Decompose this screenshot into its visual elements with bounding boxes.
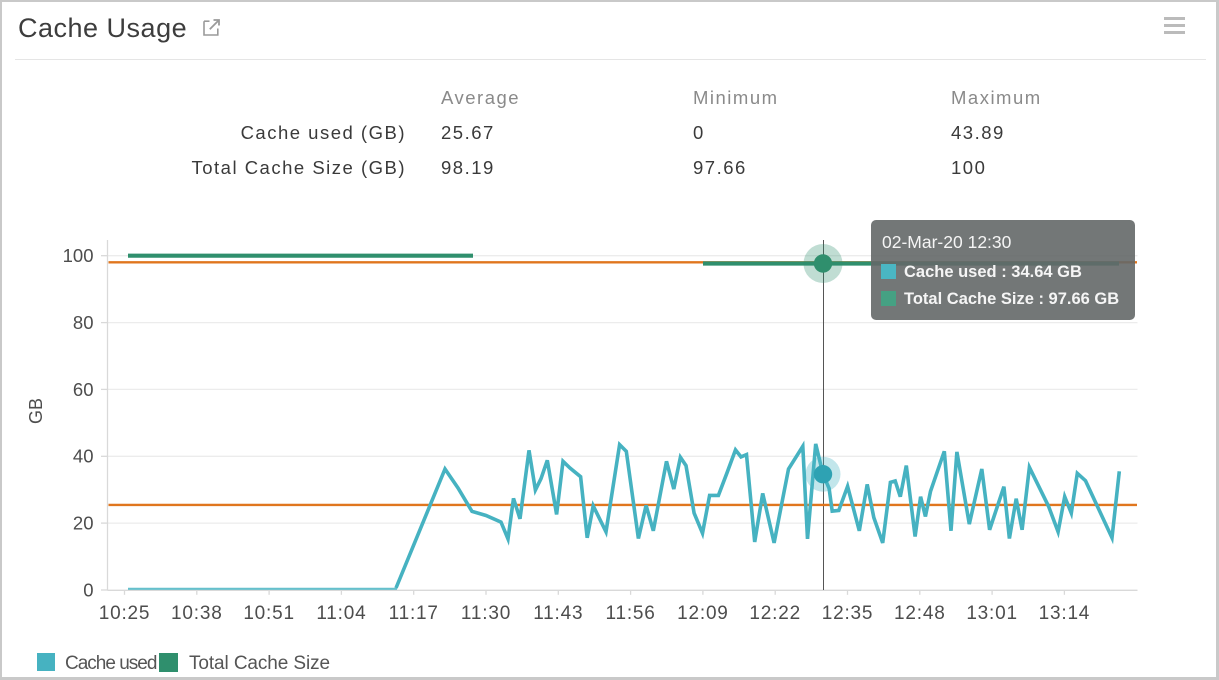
svg-text:11:30: 11:30 bbox=[461, 603, 511, 624]
svg-text:11:56: 11:56 bbox=[606, 603, 656, 624]
svg-text:60: 60 bbox=[73, 379, 94, 400]
svg-text:20: 20 bbox=[73, 513, 94, 534]
svg-text:12:09: 12:09 bbox=[677, 603, 729, 624]
svg-text:11:17: 11:17 bbox=[389, 603, 439, 624]
svg-text:80: 80 bbox=[73, 312, 94, 333]
svg-text:GB: GB bbox=[26, 398, 46, 424]
svg-text:100: 100 bbox=[63, 245, 94, 266]
svg-text:13:01: 13:01 bbox=[966, 603, 1018, 624]
svg-text:12:22: 12:22 bbox=[749, 603, 801, 624]
svg-text:40: 40 bbox=[73, 446, 94, 467]
svg-text:10:38: 10:38 bbox=[171, 603, 223, 624]
svg-text:10:51: 10:51 bbox=[243, 603, 295, 624]
svg-text:12:48: 12:48 bbox=[894, 603, 946, 624]
svg-text:12:35: 12:35 bbox=[822, 603, 874, 624]
svg-text:11:04: 11:04 bbox=[316, 603, 366, 624]
svg-text:0: 0 bbox=[83, 579, 93, 600]
svg-text:11:43: 11:43 bbox=[533, 603, 583, 624]
svg-text:13:14: 13:14 bbox=[1039, 603, 1091, 624]
svg-text:10:25: 10:25 bbox=[99, 603, 151, 624]
